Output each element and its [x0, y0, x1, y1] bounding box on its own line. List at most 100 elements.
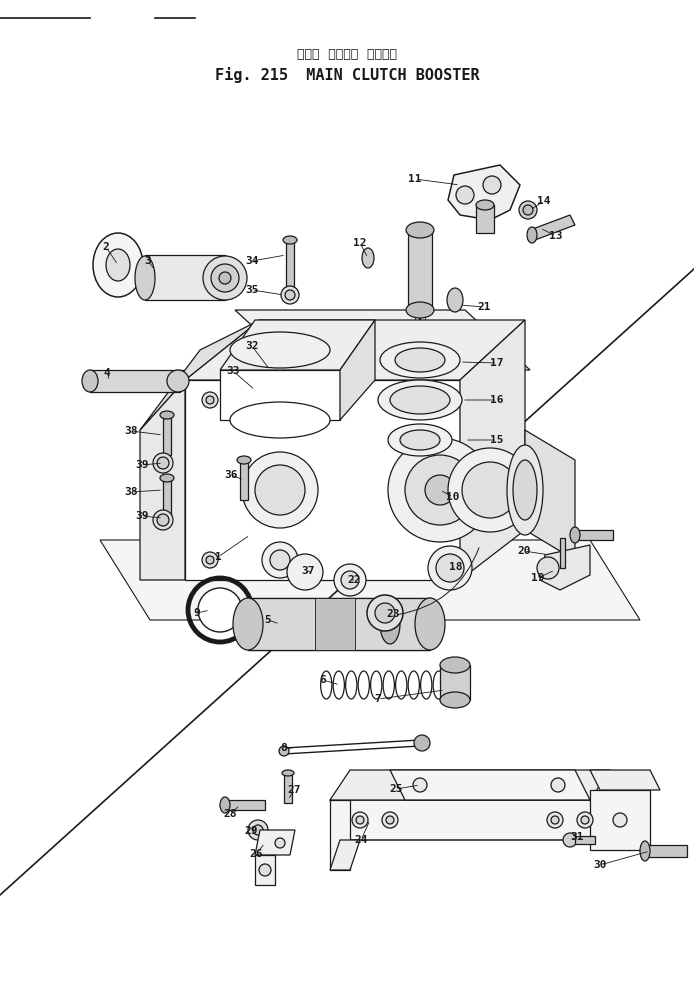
- Circle shape: [547, 812, 563, 828]
- Circle shape: [551, 778, 565, 792]
- Bar: [225, 800, 265, 810]
- Text: 27: 27: [287, 785, 301, 795]
- Text: 11: 11: [408, 174, 422, 184]
- Text: 37: 37: [301, 566, 315, 576]
- Circle shape: [287, 554, 323, 590]
- Text: 33: 33: [226, 366, 239, 376]
- Circle shape: [242, 452, 318, 528]
- Circle shape: [198, 588, 242, 632]
- Circle shape: [285, 290, 295, 300]
- Text: 5: 5: [264, 615, 271, 625]
- Polygon shape: [185, 380, 460, 580]
- Ellipse shape: [378, 380, 462, 420]
- Bar: [240, 460, 248, 500]
- Ellipse shape: [380, 342, 460, 378]
- Polygon shape: [248, 598, 430, 650]
- Circle shape: [523, 205, 533, 215]
- Ellipse shape: [380, 604, 400, 644]
- Text: 1: 1: [214, 552, 221, 562]
- Circle shape: [367, 595, 403, 631]
- Ellipse shape: [415, 598, 445, 650]
- Circle shape: [253, 825, 263, 835]
- Circle shape: [255, 465, 305, 515]
- Bar: [575, 836, 595, 844]
- Circle shape: [405, 455, 475, 525]
- Ellipse shape: [321, 671, 332, 699]
- Circle shape: [442, 392, 458, 408]
- Ellipse shape: [433, 671, 444, 699]
- Text: 6: 6: [320, 675, 326, 685]
- Text: 38: 38: [124, 426, 137, 436]
- Text: 35: 35: [245, 285, 259, 295]
- Ellipse shape: [237, 456, 251, 464]
- Text: 14: 14: [537, 196, 551, 206]
- Ellipse shape: [513, 460, 537, 520]
- Circle shape: [436, 554, 464, 582]
- Ellipse shape: [476, 200, 494, 210]
- Text: 23: 23: [387, 609, 400, 619]
- Ellipse shape: [371, 671, 382, 699]
- Polygon shape: [235, 310, 530, 370]
- Text: 9: 9: [194, 608, 201, 618]
- Circle shape: [259, 864, 271, 876]
- Circle shape: [428, 546, 472, 590]
- Circle shape: [356, 816, 364, 824]
- Circle shape: [413, 778, 427, 792]
- Ellipse shape: [233, 598, 263, 650]
- Polygon shape: [315, 598, 355, 650]
- Bar: [284, 773, 292, 803]
- Polygon shape: [100, 540, 640, 620]
- Text: Fig. 215  MAIN CLUTCH BOOSTER: Fig. 215 MAIN CLUTCH BOOSTER: [214, 67, 480, 83]
- Circle shape: [202, 552, 218, 568]
- Polygon shape: [185, 320, 525, 380]
- Text: 29: 29: [244, 826, 257, 836]
- Circle shape: [414, 735, 430, 751]
- Circle shape: [262, 542, 298, 578]
- Ellipse shape: [507, 445, 543, 535]
- Circle shape: [157, 514, 169, 526]
- Text: 24: 24: [354, 835, 368, 845]
- Text: 15: 15: [490, 435, 504, 445]
- Ellipse shape: [220, 797, 230, 813]
- Ellipse shape: [82, 370, 98, 392]
- Circle shape: [153, 510, 173, 530]
- Ellipse shape: [640, 841, 650, 861]
- Ellipse shape: [135, 256, 155, 300]
- Text: 31: 31: [570, 832, 584, 842]
- Ellipse shape: [570, 527, 580, 543]
- Ellipse shape: [283, 236, 297, 244]
- Ellipse shape: [408, 671, 419, 699]
- Polygon shape: [340, 320, 375, 420]
- Circle shape: [425, 475, 455, 505]
- Text: 17: 17: [490, 358, 504, 368]
- Circle shape: [202, 392, 218, 408]
- Circle shape: [203, 256, 247, 300]
- Polygon shape: [408, 230, 432, 310]
- Bar: [286, 240, 294, 288]
- Polygon shape: [220, 320, 375, 370]
- Polygon shape: [175, 370, 465, 570]
- Text: 19: 19: [531, 573, 545, 583]
- Ellipse shape: [362, 248, 374, 268]
- Circle shape: [446, 396, 454, 404]
- Circle shape: [341, 571, 359, 589]
- Bar: [163, 415, 171, 455]
- Ellipse shape: [527, 227, 537, 243]
- Circle shape: [375, 603, 395, 623]
- Circle shape: [157, 457, 169, 469]
- Circle shape: [388, 438, 492, 542]
- Ellipse shape: [440, 692, 470, 708]
- Circle shape: [456, 186, 474, 204]
- Bar: [145, 255, 225, 300]
- Circle shape: [442, 552, 458, 568]
- Polygon shape: [220, 370, 340, 420]
- Text: 28: 28: [223, 809, 237, 819]
- Ellipse shape: [440, 657, 470, 673]
- Text: 13: 13: [549, 231, 563, 241]
- Circle shape: [281, 286, 299, 304]
- Ellipse shape: [390, 386, 450, 414]
- Ellipse shape: [406, 222, 434, 238]
- Text: 39: 39: [135, 511, 149, 521]
- Text: 4: 4: [103, 368, 110, 378]
- Text: 7: 7: [375, 694, 382, 704]
